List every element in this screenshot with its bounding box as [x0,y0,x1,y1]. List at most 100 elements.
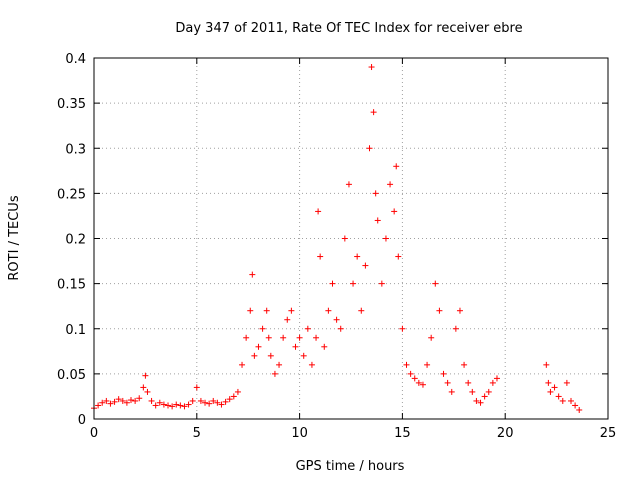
data-point [393,163,400,170]
y-tick-label: 0 [78,413,86,428]
y-tick-label: 0.25 [57,187,86,202]
data-point [197,397,204,404]
data-point [308,361,315,368]
data-point [329,280,336,287]
y-tick-label: 0.1 [65,323,86,338]
data-point [341,235,348,242]
data-point [140,384,147,391]
data-point [481,393,488,400]
data-point [321,343,328,350]
data-point [493,375,500,382]
data-point [255,343,262,350]
data-point [372,190,379,197]
data-point [136,395,143,402]
data-point [202,399,209,406]
data-point [300,352,307,359]
data-point [436,307,443,314]
data-point [424,361,431,368]
y-tick-label: 0.2 [65,233,86,248]
data-point [572,402,579,409]
data-point [271,370,278,377]
data-point [399,325,406,332]
data-point [350,280,357,287]
y-tick-label: 0.4 [65,52,86,67]
data-point [99,399,106,406]
data-point [103,397,110,404]
data-point [210,397,217,404]
data-point [296,334,303,341]
x-tick-label: 25 [600,426,617,441]
data-point [354,253,361,260]
data-point [128,397,135,404]
chart-title: Day 347 of 2011, Rate Of TEC Index for r… [175,21,522,36]
data-point [362,262,369,269]
data-point [387,181,394,188]
data-point [292,343,299,350]
data-point [469,388,476,395]
data-point [391,208,398,215]
y-tick-label: 0.05 [57,368,86,383]
data-point [284,316,291,323]
grid-lines [94,58,608,419]
data-point [489,379,496,386]
data-point [259,325,266,332]
data-point [419,381,426,388]
data-point [444,379,451,386]
data-point [370,109,377,116]
data-point [251,352,258,359]
data-point [230,393,237,400]
data-point [440,370,447,377]
y-tick-label: 0.3 [65,142,86,157]
data-point [428,334,435,341]
data-point [485,388,492,395]
x-tick-label: 10 [291,426,308,441]
data-point [95,402,102,409]
data-point [477,399,484,406]
data-point [551,384,558,391]
data-point [222,398,229,405]
data-point [325,307,332,314]
data-point [218,401,225,408]
data-point [276,361,283,368]
data-point [226,396,233,403]
data-point [382,235,389,242]
data-point [313,334,320,341]
data-point [193,384,200,391]
data-point [374,217,381,224]
data-point [403,361,410,368]
data-point [317,253,324,260]
data-point [132,397,139,404]
data-point [177,402,184,409]
x-axis-label: GPS time / hours [296,459,405,474]
data-point [432,280,439,287]
data-point [465,379,472,386]
data-point [395,253,402,260]
data-point [280,334,287,341]
data-point [366,145,373,152]
data-point [165,402,172,409]
data-point [407,370,414,377]
data-point [107,400,114,407]
x-tick-label: 0 [90,426,98,441]
data-point [214,399,221,406]
data-point [234,388,241,395]
data-point [111,398,118,405]
data-point [333,316,340,323]
data-point [288,307,295,314]
data-point [304,325,311,332]
data-point [185,401,192,408]
data-point [547,388,554,395]
x-tick-label: 5 [193,426,201,441]
data-point [243,334,250,341]
axis-ticks: 0 5 10 15 20 25 0 0.05 0.1 0.15 0.2 0.25 0.3 0.35 0.4 [57,52,616,441]
data-point [543,361,550,368]
data-point [559,397,566,404]
data-point [181,403,188,410]
data-point [555,393,562,400]
data-point [119,397,126,404]
data-point [123,399,130,406]
data-point [156,399,163,406]
x-tick-label: 20 [497,426,514,441]
data-point [148,397,155,404]
